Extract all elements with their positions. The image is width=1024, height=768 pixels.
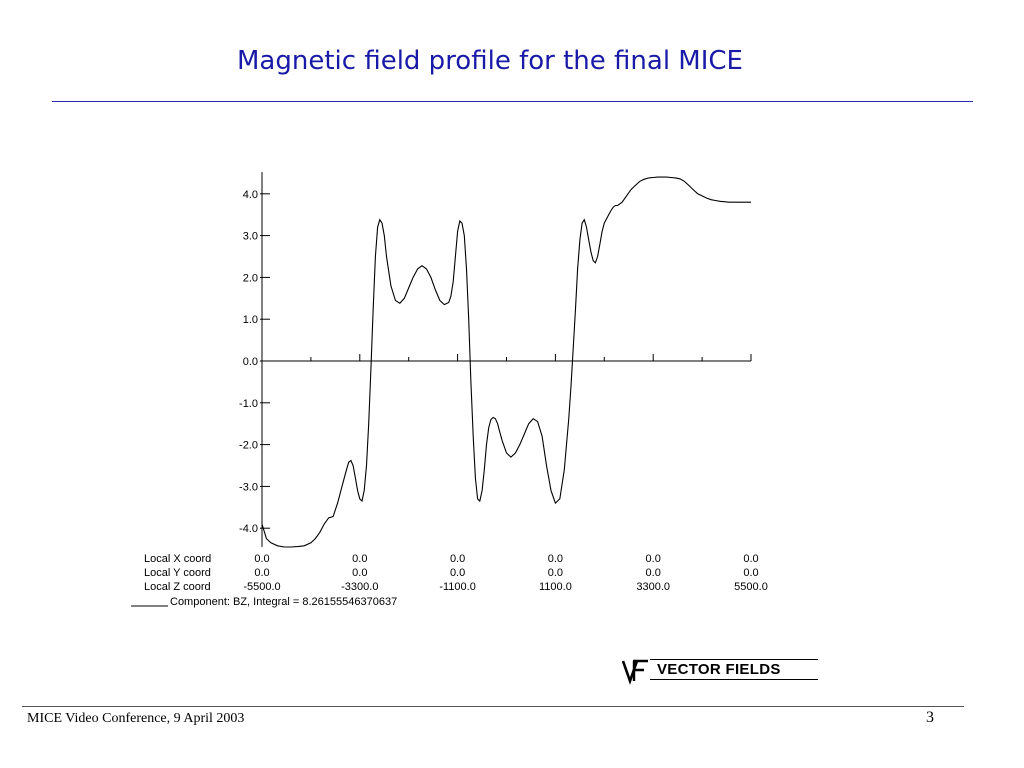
y-tick-label: -4.0 — [239, 523, 258, 535]
title-divider — [52, 101, 973, 102]
coord-value: -3300.0 — [341, 581, 378, 593]
legend-label: Component: BZ, Integral = 8.261555463706… — [170, 596, 397, 608]
footer-divider — [22, 706, 964, 707]
footer-text: MICE Video Conference, 9 April 2003 — [27, 711, 245, 726]
bz-series-line — [261, 176, 751, 548]
coord-value: 0.0 — [646, 553, 661, 565]
coord-value: 0.0 — [548, 567, 563, 579]
coord-value: 1100.0 — [539, 581, 572, 593]
y-tick-label: -1.0 — [239, 398, 258, 410]
coord-row-label: Local Z coord — [144, 581, 211, 593]
y-tick-label: 0.0 — [243, 356, 258, 368]
coord-value: 0.0 — [450, 553, 465, 565]
y-tick-label: 2.0 — [243, 272, 258, 284]
bz-field-chart: 4.0 3.0 2.0 1.0 0.0 -1.0 -2.0 -3.0 -4.0 Local X … — [131, 172, 768, 608]
coord-value: 0.0 — [548, 553, 563, 565]
coord-value: 0.0 — [352, 567, 367, 579]
coord-value: 0.0 — [743, 553, 758, 565]
logo-text: VECTOR FIELDS — [657, 661, 781, 678]
coord-value: 3300.0 — [636, 581, 670, 593]
coord-value: 0.0 — [450, 567, 465, 579]
coord-value: 5500.0 — [734, 581, 768, 593]
y-tick-label: 1.0 — [243, 314, 258, 326]
legend: Component: BZ, Integral = 8.261555463706… — [131, 596, 397, 608]
coordinate-table: Local X coord 0.0 0.0 0.0 0.0 0.0 0.0 Local Y c… — [144, 553, 768, 593]
page-number: 3 — [926, 709, 934, 726]
vf-mark-icon — [621, 659, 648, 685]
logo-rule-bottom — [650, 679, 818, 680]
coord-value: 0.0 — [743, 567, 758, 579]
slide-title: Magnetic field profile for the final MIC… — [237, 46, 743, 76]
vector-fields-logo — [621, 657, 822, 685]
y-tick-label: -2.0 — [239, 440, 258, 452]
y-ticks: 4.0 3.0 2.0 1.0 0.0 -1.0 -2.0 -3.0 -4.0 — [239, 189, 270, 535]
coord-row-label: Local X coord — [144, 553, 211, 565]
coord-value: -5500.0 — [243, 581, 280, 593]
coord-row-label: Local Y coord — [144, 567, 211, 579]
coord-value: 0.0 — [254, 567, 269, 579]
coord-value: 0.0 — [352, 553, 367, 565]
y-tick-label: 4.0 — [243, 189, 258, 201]
coord-value: 0.0 — [646, 567, 661, 579]
x-ticks — [261, 354, 752, 361]
coord-value: 0.0 — [254, 553, 269, 565]
coord-value: -1100.0 — [439, 581, 476, 593]
logo-rule-top — [650, 659, 818, 660]
y-tick-label: 3.0 — [243, 231, 258, 243]
y-tick-label: -3.0 — [239, 481, 258, 493]
